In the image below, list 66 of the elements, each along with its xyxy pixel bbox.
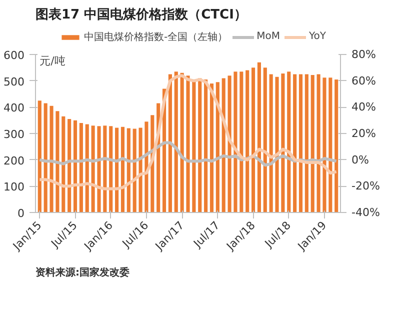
bar: [304, 74, 308, 212]
bar: [120, 126, 125, 212]
bar: [204, 80, 208, 212]
bar: [246, 70, 250, 212]
bar: [168, 74, 172, 212]
bar: [91, 126, 95, 212]
bar: [115, 128, 119, 212]
legend-label: MoM: [256, 31, 280, 42]
bar: [109, 126, 113, 212]
y-tick-label: 300: [4, 128, 25, 141]
bar: [68, 119, 72, 212]
legend-label: YoY: [308, 31, 327, 42]
bar: [316, 74, 320, 212]
bar: [97, 126, 101, 212]
chart-title: 图表17 中国电煤价格指数（CTCI）: [36, 8, 247, 22]
bar: [328, 78, 332, 212]
y2-tick-label: 80%: [352, 48, 376, 61]
bar: [228, 76, 232, 212]
y2-tick-label: 40%: [352, 100, 376, 114]
bar: [251, 68, 256, 212]
bar: [281, 73, 285, 212]
bar: [85, 124, 89, 212]
legend-label: 中国电煤价格指数-全国（左轴）: [84, 30, 228, 44]
bar: [234, 72, 238, 212]
y-tick-label: 500: [4, 75, 25, 88]
bar: [174, 72, 178, 212]
bar: [138, 128, 142, 212]
bar: [38, 100, 42, 212]
bar: [180, 72, 184, 212]
y2-tick-label: -20%: [352, 180, 380, 193]
line-series: [38, 141, 338, 167]
bar: [192, 80, 196, 212]
y-tick-label: 100: [4, 180, 25, 194]
bar: [263, 68, 267, 212]
bar: [210, 83, 214, 212]
bar: [186, 76, 190, 212]
bar: [293, 74, 297, 212]
bar: [298, 74, 303, 212]
bar: [269, 74, 273, 212]
y2-tick-label: 20%: [352, 127, 376, 140]
bar: [257, 62, 261, 212]
y2-tick-label: 60%: [352, 74, 376, 88]
bar: [73, 120, 78, 212]
bar: [322, 78, 326, 212]
bar: [103, 126, 107, 212]
bar: [275, 76, 279, 212]
line-series: [38, 74, 338, 190]
text: 资料来源:国家发改委: [36, 266, 130, 278]
bar: [240, 72, 244, 212]
y2-tick-label: 0%: [352, 153, 369, 166]
y-tick-label: 400: [4, 102, 25, 115]
y-tick-label: 0: [18, 207, 24, 220]
bar: [56, 111, 60, 212]
bar: [79, 122, 83, 212]
bar: [126, 128, 130, 212]
y-axis-title: 元/吨: [40, 54, 66, 68]
bar: [50, 106, 54, 212]
bar: [287, 72, 291, 212]
y-tick-label: 200: [4, 154, 25, 168]
bar: [44, 103, 48, 212]
bar: [334, 80, 338, 212]
y-tick-label: 600: [4, 49, 25, 62]
y2-tick-label: -40%: [352, 206, 380, 219]
bar: [198, 78, 202, 212]
bar: [62, 116, 66, 212]
bar: [310, 75, 314, 212]
